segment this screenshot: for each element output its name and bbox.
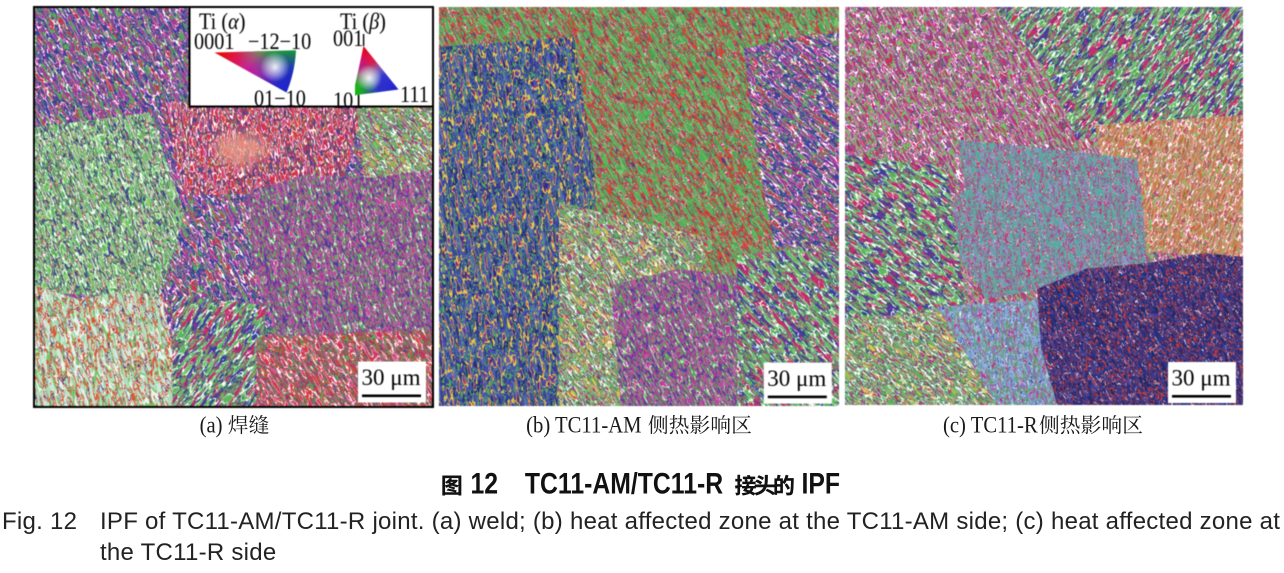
- svg-text:TC11-AM/TC11-R: TC11-AM/TC11-R: [525, 466, 724, 500]
- svg-text:(c) TC11-R: (c) TC11-R: [943, 411, 1038, 438]
- svg-text:12: 12: [471, 466, 499, 500]
- svg-text:30 μm: 30 μm: [362, 365, 421, 390]
- svg-text:30 μm: 30 μm: [1172, 366, 1231, 391]
- svg-text:IPF: IPF: [802, 466, 841, 500]
- svg-text:0001: 0001: [194, 29, 234, 54]
- svg-text:−12−10: −12−10: [248, 29, 311, 54]
- svg-text:30 μm: 30 μm: [767, 366, 826, 391]
- svg-text:001: 001: [333, 26, 363, 51]
- svg-text:(b) TC11-AM: (b) TC11-AM: [526, 411, 642, 438]
- svg-text:Ti (α): Ti (α): [199, 9, 245, 34]
- svg-text:01−10: 01−10: [254, 86, 306, 111]
- svg-text:111: 111: [400, 82, 429, 107]
- svg-text:(a): (a): [200, 411, 223, 438]
- svg-text:Ti (β): Ti (β): [340, 9, 386, 34]
